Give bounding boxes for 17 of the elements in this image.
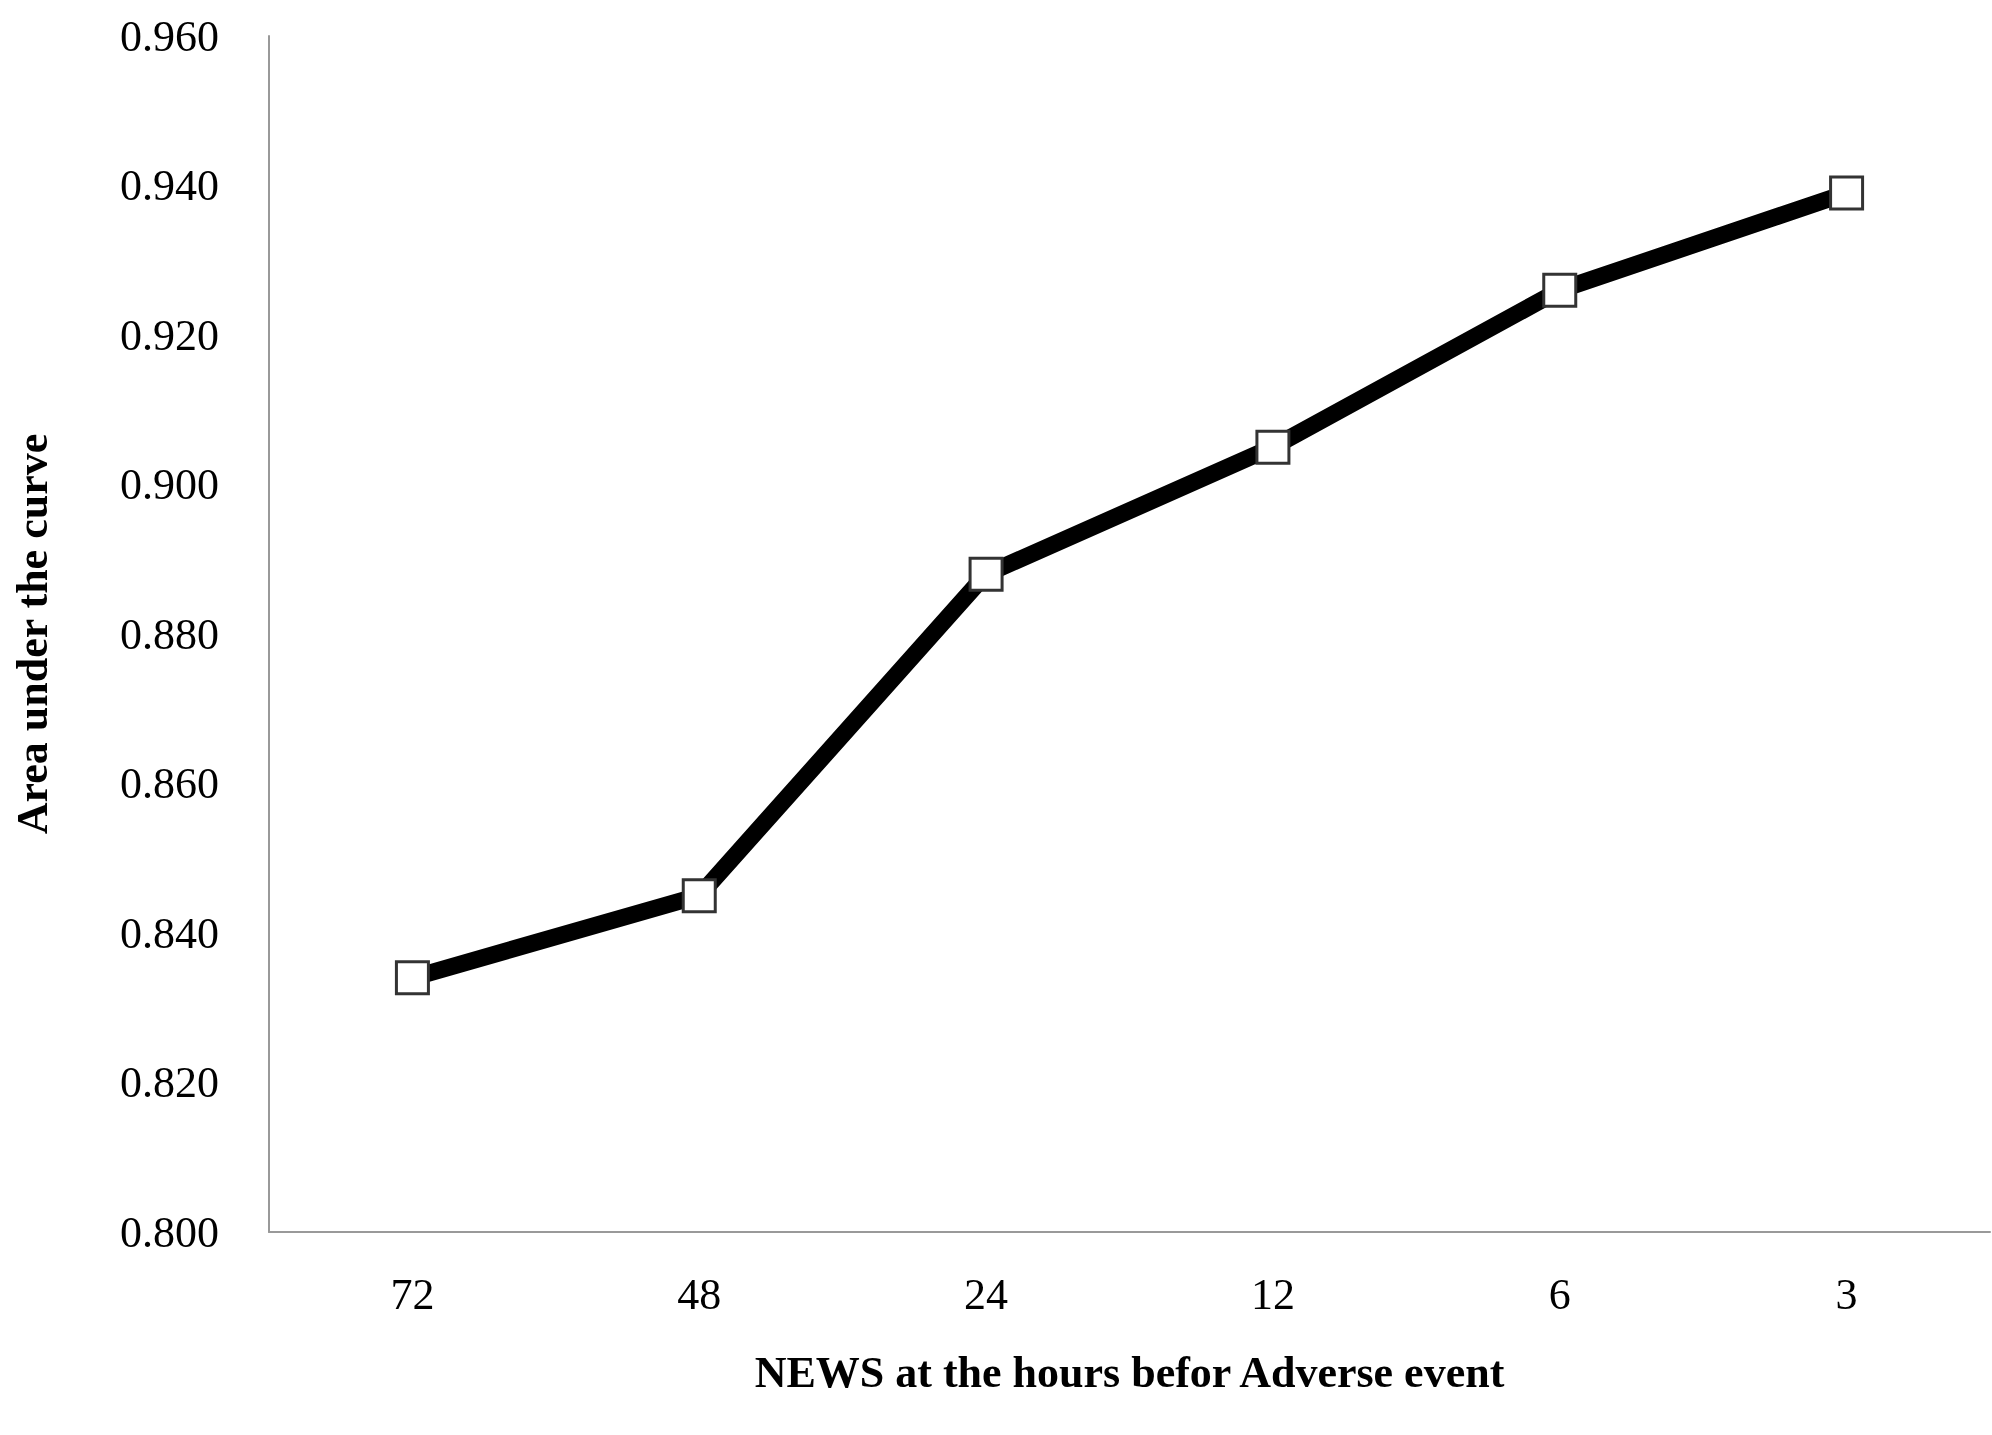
y-tick-label: 0.940	[120, 161, 219, 210]
y-tick-label: 0.820	[120, 1058, 219, 1107]
y-tick-label: 0.800	[120, 1207, 219, 1257]
y-tick-label: 0.960	[120, 11, 219, 61]
y-tick-label: 0.840	[120, 908, 219, 958]
x-tick-label: 3	[1835, 1269, 1858, 1319]
x-tick-label: 12	[1250, 1269, 1295, 1319]
y-tick-label: 0.860	[120, 759, 219, 808]
y-tick-label: 0.920	[120, 310, 219, 360]
x-tick-label: 6	[1548, 1269, 1571, 1319]
y-axis-title: Area under the curve	[7, 433, 57, 835]
y-tick-label: 0.900	[120, 460, 219, 509]
x-tick-label: 24	[964, 1269, 1009, 1319]
x-axis-title: NEWS at the hours befor Adverse event	[754, 1347, 1505, 1397]
x-tick-label: 48	[677, 1269, 722, 1319]
y-tick-label: 0.880	[120, 609, 219, 659]
x-tick-label: 72	[390, 1269, 435, 1319]
